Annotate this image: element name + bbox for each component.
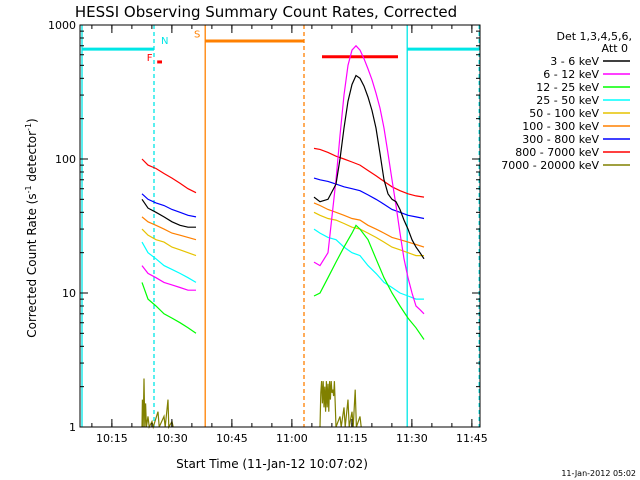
x-tick-label-1030: 10:30 [156,432,188,445]
x-tick-label-1015: 10:15 [96,432,128,445]
y-tick-label-1: 1 [69,421,76,434]
y-axis-label-end: ) [25,118,39,123]
legend-title-line-2: Att 0 [602,42,628,55]
legend-title-line-1: Det 1,3,4,5,6, [556,30,632,43]
x-axis-label: Start Time (11-Jan-12 10:07:02) [176,457,368,471]
series-line-25-50-kev-seg-0 [141,241,197,283]
series-line-3-6-kev-seg-1 [313,74,425,260]
y-axis-label-mid: detector [25,131,39,186]
series-line-3-6-kev-seg-0 [141,198,196,228]
series-line-7000-20000-kev-seg-1 [319,381,362,428]
legend-label-7000-20000-kev: 7000 - 20000 keV [501,159,599,172]
legend-label-12-25-kev: 12 - 25 keV [536,81,599,94]
series-line-300-800-kev-seg-0 [141,193,197,218]
series-line-6-12-kev-seg-1 [313,44,425,315]
series-group [141,44,425,430]
flag-label-f: F [147,53,153,64]
y-tick-label-10: 10 [62,287,76,300]
plot-frame [79,24,481,428]
x-tick-label-1145: 11:45 [456,432,488,445]
y-axis-label-sup1: -1 [24,185,33,193]
x-tick-label-1115: 11:15 [336,432,368,445]
series-line-300-800-kev-seg-1 [313,177,425,220]
legend-label-3-6-kev: 3 - 6 keV [550,55,599,68]
legend-label-25-50-kev: 25 - 50 keV [536,94,599,107]
series-line-100-300-kev-seg-1 [313,202,425,248]
flag-label-n: N [161,36,168,47]
legend-label-50-100-kev: 50 - 100 keV [529,107,599,120]
series-line-800-7000-kev-seg-0 [141,158,197,194]
series-line-7000-20000-kev-seg-0 [141,378,174,430]
series-line-12-25-kev-seg-0 [141,282,197,334]
series-line-800-7000-kev-seg-1 [313,147,425,198]
y-tick-label-100: 100 [55,153,76,166]
legend-label-800-7000-kev: 800 - 7000 keV [515,146,599,159]
x-tick-label-1130: 11:30 [396,432,428,445]
series-line-6-12-kev-seg-0 [141,265,196,291]
y-axis-label-sup2: -1 [24,123,33,131]
series-line-50-100-kev-seg-1 [313,211,424,257]
x-tick-label-1045: 10:45 [216,432,248,445]
plot-background [80,25,480,427]
legend-label-300-800-kev: 300 - 800 keV [522,133,599,146]
x-tick-label-1100: 11:00 [276,432,308,445]
series-line-12-25-kev-seg-1 [313,224,425,340]
series-line-50-100-kev-seg-0 [141,228,197,257]
legend-label-100-300-kev: 100 - 300 keV [522,120,599,133]
plot-area [80,25,480,427]
footer-timestamp: 11-Jan-2012 05:02 [561,469,636,478]
axes-group: 1 10 100 1000 10:15 10:30 10:45 11:00 11:15 11:30… [48,19,488,445]
series-line-100-300-kev-seg-0 [141,216,197,241]
y-tick-label-1000: 1000 [48,19,76,32]
chart-title: HESSI Observing Summary Count Rates, Cor… [75,3,457,21]
y-axis-label-main: Corrected Count Rate (s [25,193,39,337]
flag-label-s: S [194,29,200,40]
y-axis-label: Corrected Count Rate (s-1 detector-1) [24,118,39,337]
series-line-25-50-kev-seg-1 [313,228,424,300]
legend-label-6-12-kev: 6 - 12 keV [543,68,599,81]
